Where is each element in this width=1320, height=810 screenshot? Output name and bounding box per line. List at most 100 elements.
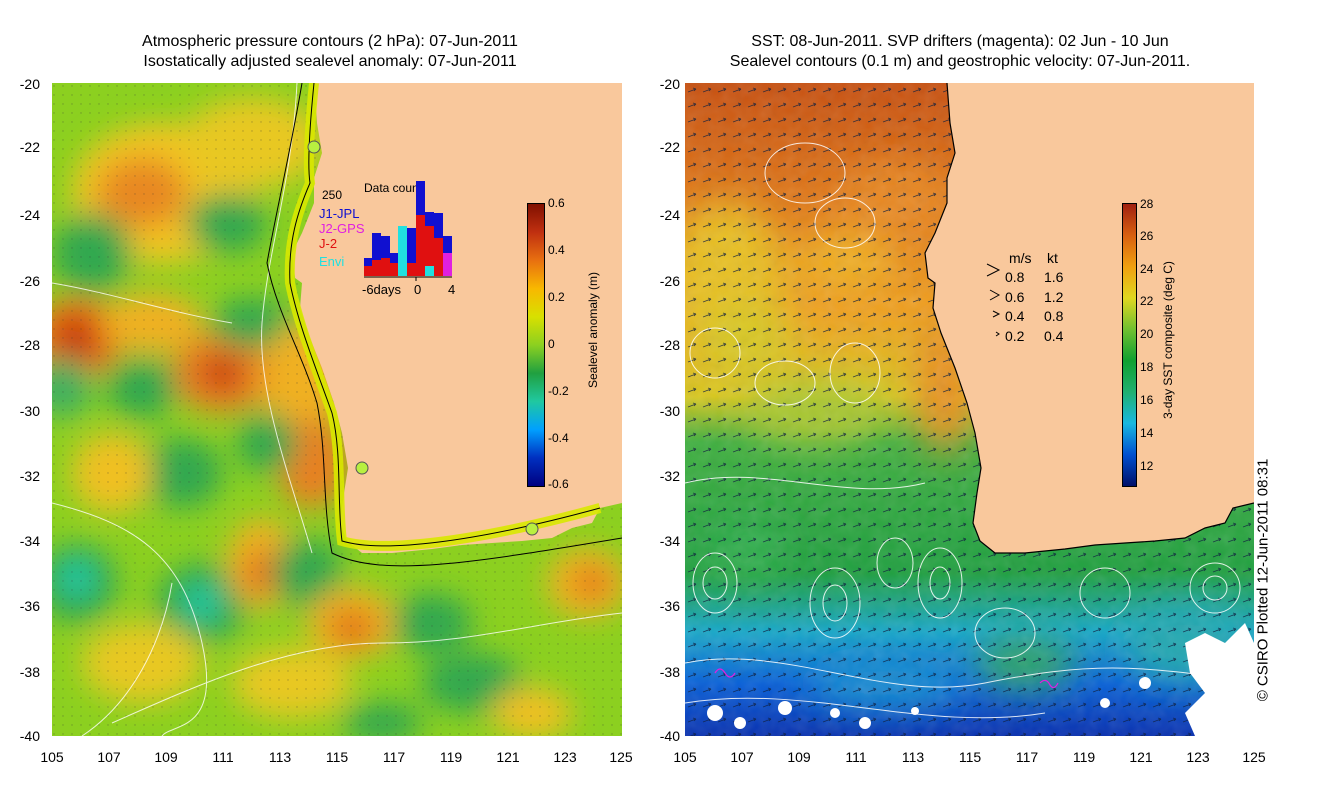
sst-tick: 20 xyxy=(1140,327,1154,341)
velocity-kt: 1.6 xyxy=(1044,269,1064,285)
y-tick: -22 xyxy=(659,139,680,155)
x-tick: 125 xyxy=(1242,749,1266,765)
x-tick: 119 xyxy=(1072,749,1096,765)
y-tick: -36 xyxy=(19,598,40,614)
x-tick: 121 xyxy=(1129,749,1153,765)
y-tick: -20 xyxy=(659,76,680,92)
y-tick: -22 xyxy=(19,139,40,155)
velocity-legend-kt-header: kt xyxy=(1047,250,1058,266)
sst-tick: 28 xyxy=(1140,197,1154,211)
x-tick: 123 xyxy=(553,749,577,765)
y-tick: -26 xyxy=(659,273,680,289)
velocity-ms: 0.6 xyxy=(1005,289,1025,305)
velocity-kt: 0.8 xyxy=(1044,308,1064,324)
ssh-tick: 0.4 xyxy=(548,243,565,257)
right-title-line2: Sealevel contours (0.1 m) and geostrophi… xyxy=(729,53,1191,70)
credit-stamp: © CSIRO Plotted 12-Jun-2011 08:31 xyxy=(1254,458,1272,702)
tide-gauge-marker[interactable] xyxy=(355,461,369,475)
velocity-legend: m/s kt 0.8 1.6 0.6 1.2 0.4 0.8 0.2 0.4 xyxy=(985,250,1105,350)
x-tick: 115 xyxy=(958,749,982,765)
y-tick: -20 xyxy=(19,76,40,92)
sst-tick: 12 xyxy=(1140,459,1154,473)
legend-j1-jpl: J1-JPL xyxy=(319,206,360,221)
y-tick: -30 xyxy=(19,403,40,419)
velocity-legend-ms-header: m/s xyxy=(1009,250,1032,266)
velocity-kt: 0.4 xyxy=(1044,328,1064,344)
sst-tick: 18 xyxy=(1140,360,1154,374)
left-title-line2: Isostatically adjusted sealevel anomaly:… xyxy=(143,53,517,70)
x-tick: 119 xyxy=(439,749,463,765)
ssh-tick: -0.4 xyxy=(548,431,569,445)
arrow-0.4 xyxy=(992,310,1001,318)
left-title-line1: Atmospheric pressure contours (2 hPa): 0… xyxy=(142,33,518,50)
arrow-0.6 xyxy=(989,289,1001,301)
velocity-ms: 0.2 xyxy=(1005,328,1025,344)
x-tick: 113 xyxy=(268,749,292,765)
tide-gauge-marker[interactable] xyxy=(307,140,321,154)
y-tick: -28 xyxy=(659,337,680,353)
data-count-bars xyxy=(364,181,452,276)
y-tick: -34 xyxy=(659,533,680,549)
y-tick: -38 xyxy=(19,664,40,680)
data-count-xlabel-end: 4 xyxy=(448,282,456,297)
legend-j-2: J-2 xyxy=(319,236,338,251)
y-tick: -36 xyxy=(659,598,680,614)
legend-envi: Envi xyxy=(319,254,345,269)
data-count-inset: 250 Data count J1-JPL J2-GPS J-2 Envi -6… xyxy=(312,178,472,298)
ssh-tick: -0.6 xyxy=(548,477,569,491)
x-tick: 113 xyxy=(901,749,925,765)
x-tick: 109 xyxy=(787,749,811,765)
right-map[interactable] xyxy=(685,83,1254,736)
ssh-tick: 0 xyxy=(548,337,555,351)
y-tick: -40 xyxy=(659,728,680,744)
y-tick: -30 xyxy=(659,403,680,419)
data-count-title: Data count xyxy=(364,181,423,195)
arrow-0.8 xyxy=(986,263,1001,277)
y-tick: -24 xyxy=(659,207,680,223)
x-tick: 105 xyxy=(673,749,697,765)
sst-missing-data xyxy=(707,623,1254,736)
sst-tick: 24 xyxy=(1140,262,1154,276)
x-tick: 117 xyxy=(1015,749,1039,765)
x-tick: 115 xyxy=(325,749,349,765)
ssh-tick: -0.2 xyxy=(548,384,569,398)
arrow-0.2 xyxy=(995,331,1000,337)
sst-colorbar-label: 3-day SST composite (deg C) xyxy=(1161,261,1175,419)
y-tick: -38 xyxy=(659,664,680,680)
data-count-ymax: 250 xyxy=(322,188,343,202)
right-title-line1: SST: 08-Jun-2011. SVP drifters (magenta)… xyxy=(751,33,1169,50)
x-tick: 117 xyxy=(382,749,406,765)
ssh-tick: 0.6 xyxy=(548,196,565,210)
x-tick: 111 xyxy=(212,749,234,765)
coastline xyxy=(924,83,1254,554)
y-tick: -28 xyxy=(19,337,40,353)
svp-drifter-track[interactable] xyxy=(1039,679,1059,689)
ssh-colorbar-label: Sealevel anomaly (m) xyxy=(586,271,600,389)
shelf-edge-contour xyxy=(266,83,622,567)
sst-tick: 22 xyxy=(1140,294,1154,308)
legend-j2-gps: J2-GPS xyxy=(319,221,365,236)
ssh-colorbar xyxy=(527,203,545,487)
x-tick: 125 xyxy=(609,749,633,765)
x-tick: 105 xyxy=(40,749,64,765)
velocity-kt: 1.2 xyxy=(1044,289,1064,305)
data-count-xlabel-zero: 0 xyxy=(414,282,422,297)
x-tick: 121 xyxy=(496,749,520,765)
tide-gauge-marker[interactable] xyxy=(525,522,539,536)
australia-landmass xyxy=(925,83,1254,553)
svp-drifter-track[interactable] xyxy=(714,668,736,678)
y-tick: -32 xyxy=(19,468,40,484)
y-tick: -26 xyxy=(19,273,40,289)
y-tick: -24 xyxy=(19,207,40,223)
y-tick: -34 xyxy=(19,533,40,549)
data-count-xlabel-start: -6days xyxy=(362,282,402,297)
sealevel-contours xyxy=(685,142,1254,719)
x-tick: 107 xyxy=(97,749,121,765)
ssh-tick: 0.2 xyxy=(548,290,565,304)
x-tick: 123 xyxy=(1186,749,1210,765)
sst-colorbar xyxy=(1122,203,1137,487)
velocity-ms: 0.4 xyxy=(1005,308,1025,324)
x-tick: 111 xyxy=(845,749,867,765)
velocity-ms: 0.8 xyxy=(1005,269,1025,285)
sst-tick: 14 xyxy=(1140,426,1154,440)
